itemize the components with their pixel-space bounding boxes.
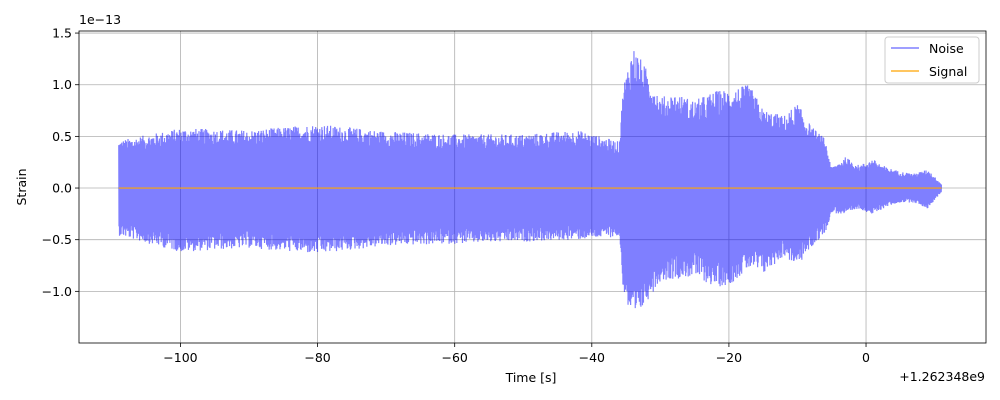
- x-axis-label: Time [s]: [505, 370, 557, 385]
- y-axis-label: Strain: [14, 168, 29, 205]
- y-scale-label: 1e−13: [79, 12, 121, 27]
- y-tick-label: 0.5: [52, 129, 72, 144]
- y-tick-label: −1.0: [42, 284, 72, 299]
- x-tick-label: −40: [579, 350, 605, 365]
- x-tick-label: −60: [441, 350, 467, 365]
- x-tick-label: −80: [304, 350, 330, 365]
- y-tick-label: 1.5: [52, 26, 72, 41]
- series-group: [118, 51, 943, 309]
- legend: Noise Signal: [884, 36, 980, 84]
- noise-series-line: [118, 51, 943, 309]
- y-tick-label: −0.5: [42, 232, 72, 247]
- y-tick-label: 1.0: [52, 77, 72, 92]
- plot-frame: [78, 30, 987, 344]
- legend-signal-label: Signal: [929, 64, 967, 79]
- x-offset-label: +1.262348e9: [899, 369, 985, 384]
- legend-noise-label: Noise: [929, 41, 964, 56]
- x-axis: −100 −80 −60 −40 −20 0: [163, 343, 870, 365]
- x-tick-label: −100: [163, 350, 197, 365]
- y-tick-label: 0.0: [52, 181, 72, 196]
- x-tick-label: 0: [862, 350, 870, 365]
- x-tick-label: −20: [716, 350, 742, 365]
- y-axis: −1.0 −0.5 0.0 0.5 1.0 1.5: [42, 26, 79, 299]
